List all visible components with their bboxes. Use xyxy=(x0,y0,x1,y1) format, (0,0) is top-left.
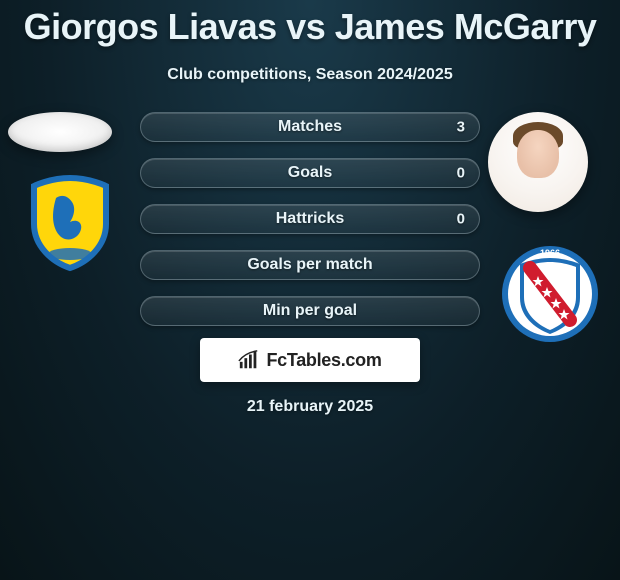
svg-text:1966: 1966 xyxy=(540,248,560,258)
stat-value-right: 0 xyxy=(457,165,465,182)
branding-text: FcTables.com xyxy=(266,350,381,371)
stat-row-goals: Goals 0 xyxy=(140,158,480,188)
stat-label: Matches xyxy=(278,118,342,136)
page-title: Giorgos Liavas vs James McGarry xyxy=(0,0,620,48)
shield-icon: 1966 xyxy=(500,244,600,344)
stat-label: Hattricks xyxy=(276,210,344,228)
generated-date: 21 february 2025 xyxy=(0,398,620,416)
shield-icon xyxy=(20,172,120,272)
stat-row-min-per-goal: Min per goal xyxy=(140,296,480,326)
stat-value-right: 3 xyxy=(457,119,465,136)
stat-row-hattricks: Hattricks 0 xyxy=(140,204,480,234)
subtitle: Club competitions, Season 2024/2025 xyxy=(0,66,620,84)
stat-row-matches: Matches 3 xyxy=(140,112,480,142)
player-right-club-badge: 1966 xyxy=(500,244,600,344)
stat-label: Goals per match xyxy=(247,256,372,274)
stat-label: Goals xyxy=(288,164,332,182)
player-left-club-badge xyxy=(20,172,120,272)
bar-chart-icon xyxy=(238,349,260,371)
stat-label: Min per goal xyxy=(263,302,357,320)
branding-badge: FcTables.com xyxy=(200,338,420,382)
stat-value-right: 0 xyxy=(457,211,465,228)
player-left-avatar xyxy=(8,112,112,152)
stats-column: Matches 3 Goals 0 Hattricks 0 Goals per … xyxy=(140,112,480,342)
stat-row-goals-per-match: Goals per match xyxy=(140,250,480,280)
player-right-avatar xyxy=(488,112,588,212)
